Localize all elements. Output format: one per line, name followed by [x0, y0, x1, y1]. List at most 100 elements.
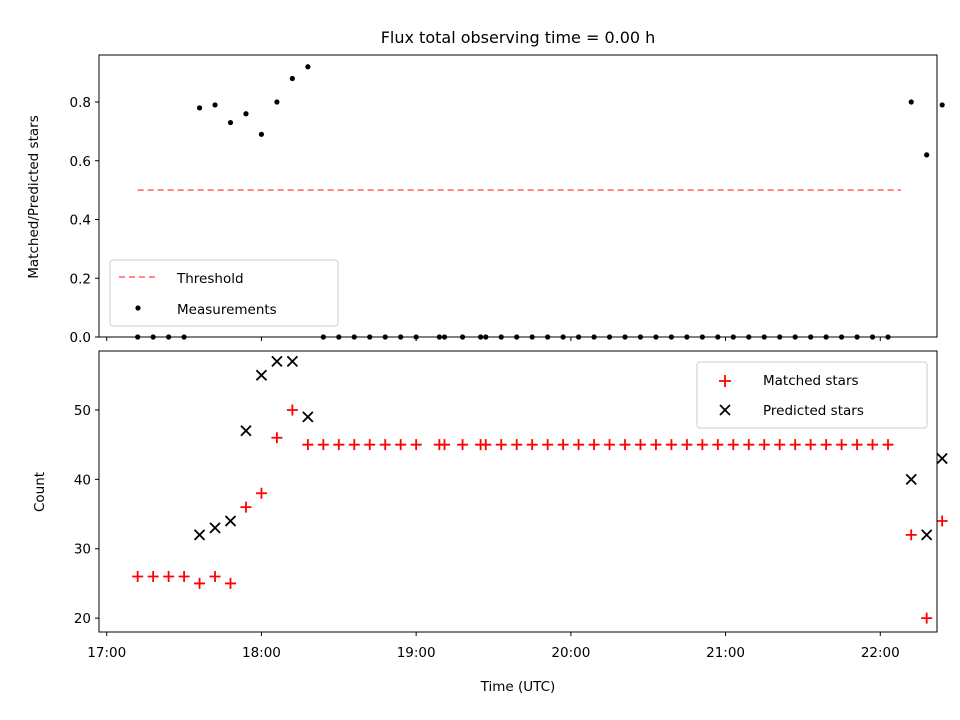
matched-star-point: [805, 439, 817, 451]
bottom-plot-area: 20 30 40 50 17:00 18:00 19:00 20:00 21:00 22:00: [74, 350, 948, 661]
top-legend: Threshold Measurements: [109, 259, 339, 327]
matched-star-point: [867, 439, 879, 451]
matched-star-point: [851, 439, 863, 451]
matched-star-point: [743, 439, 755, 451]
matched-star-point: [225, 577, 237, 589]
predicted-star-point: [193, 529, 206, 541]
measurement-point: [939, 102, 945, 108]
matched-star-point: [147, 570, 159, 582]
predicted-legend-label: Predicted stars: [763, 403, 864, 419]
matched-star-point: [163, 570, 175, 582]
x-tick-label: 21:00: [706, 645, 745, 661]
bottom-y-tick-label: 30: [74, 542, 91, 558]
predicted-star-point: [905, 473, 917, 485]
measurements-legend-swatch: [135, 305, 141, 311]
matched-star-point: [511, 439, 523, 451]
matched-star-point: [379, 439, 391, 451]
top-y-axis-label: Matched/Predicted stars: [26, 115, 42, 278]
top-y-tick-label: 0.0: [70, 330, 91, 346]
matched-star-point: [132, 570, 144, 582]
matched-star-point: [526, 439, 538, 451]
measurements-legend-label: Measurements: [177, 302, 277, 318]
measurement-point: [227, 119, 234, 126]
predicted-star-point: [240, 425, 252, 437]
top-y-tick-label: 0.2: [70, 271, 91, 287]
bottom-legend-frame: [696, 361, 928, 429]
predicted-star-point: [224, 515, 237, 527]
predicted-legend-swatch: [719, 404, 731, 416]
top-y-tick-label: 0.6: [70, 154, 91, 170]
matched-star-point: [650, 439, 662, 451]
matched-star-point: [271, 432, 283, 444]
measurement-point: [196, 105, 203, 111]
matched-star-point: [921, 612, 933, 624]
bottom-y-tick-label: 50: [74, 403, 91, 419]
matched-star-point: [302, 439, 314, 451]
measurement-point: [908, 99, 914, 105]
matched-star-point: [820, 439, 832, 451]
predicted-star-point: [271, 355, 283, 368]
predicted-star-point: [209, 522, 221, 534]
matched-star-point: [905, 529, 917, 541]
matched-star-point: [789, 439, 801, 451]
matched-star-point: [495, 439, 507, 451]
matched-star-point: [696, 439, 708, 451]
matched-star-point: [542, 439, 554, 451]
top-plot-area: 0.0 0.2 0.4 0.6 0.8: [70, 54, 945, 346]
matched-star-point: [439, 439, 451, 451]
matched-star-point: [604, 439, 616, 451]
predicted-star-point: [921, 529, 933, 541]
matched-star-point: [681, 439, 693, 451]
matched-star-point: [882, 439, 894, 451]
bottom-y-tick-label: 40: [74, 472, 91, 488]
matched-legend-label: Matched stars: [763, 373, 859, 389]
matched-star-point: [712, 439, 724, 451]
matched-star-point: [727, 439, 739, 451]
x-tick-label: 17:00: [87, 645, 126, 661]
bottom-plot-frame: [98, 350, 938, 633]
matched-star-point: [317, 439, 329, 451]
matched-star-point: [836, 439, 848, 451]
matched-star-point: [178, 570, 190, 582]
matched-star-point: [774, 439, 786, 451]
x-tick-label: 20:00: [551, 645, 590, 661]
measurement-point: [305, 64, 311, 70]
x-tick-label: 22:00: [861, 645, 900, 661]
predicted-star-point: [255, 369, 268, 381]
matched-star-point: [395, 439, 407, 451]
measurement-point: [289, 75, 295, 82]
matched-star-point: [364, 439, 376, 451]
matched-star-point: [240, 501, 252, 513]
measurement-point: [274, 99, 280, 105]
top-legend-frame: [109, 259, 339, 327]
matched-star-point: [286, 404, 298, 416]
matched-star-point: [634, 439, 646, 451]
matched-star-point: [457, 439, 469, 451]
predicted-star-point: [286, 355, 299, 368]
matched-star-point: [480, 439, 492, 451]
matched-legend-swatch: [719, 375, 731, 387]
matched-star-point: [255, 487, 267, 499]
top-y-tick-label: 0.4: [70, 213, 91, 229]
matched-star-point: [573, 439, 585, 451]
predicted-star-point: [302, 411, 314, 423]
bottom-legend: Matched stars Predicted stars: [696, 361, 928, 429]
matched-star-point: [665, 439, 677, 451]
measurement-point: [924, 152, 930, 158]
x-tick-label: 18:00: [242, 645, 281, 661]
matched-star-point: [758, 439, 770, 451]
measurement-point: [243, 111, 249, 117]
matched-star-point: [588, 439, 600, 451]
matched-star-point: [333, 439, 345, 451]
bottom-y-axis-label: Count: [32, 472, 48, 512]
top-chart-title: Flux total observing time = 0.00 h: [381, 28, 656, 47]
matched-star-point: [194, 577, 206, 589]
matched-star-point: [209, 570, 221, 582]
matched-star-point: [410, 439, 422, 451]
x-tick-label: 19:00: [397, 645, 436, 661]
matched-star-point: [348, 439, 360, 451]
threshold-legend-label: Threshold: [176, 271, 244, 287]
top-y-tick-label: 0.8: [70, 95, 91, 111]
